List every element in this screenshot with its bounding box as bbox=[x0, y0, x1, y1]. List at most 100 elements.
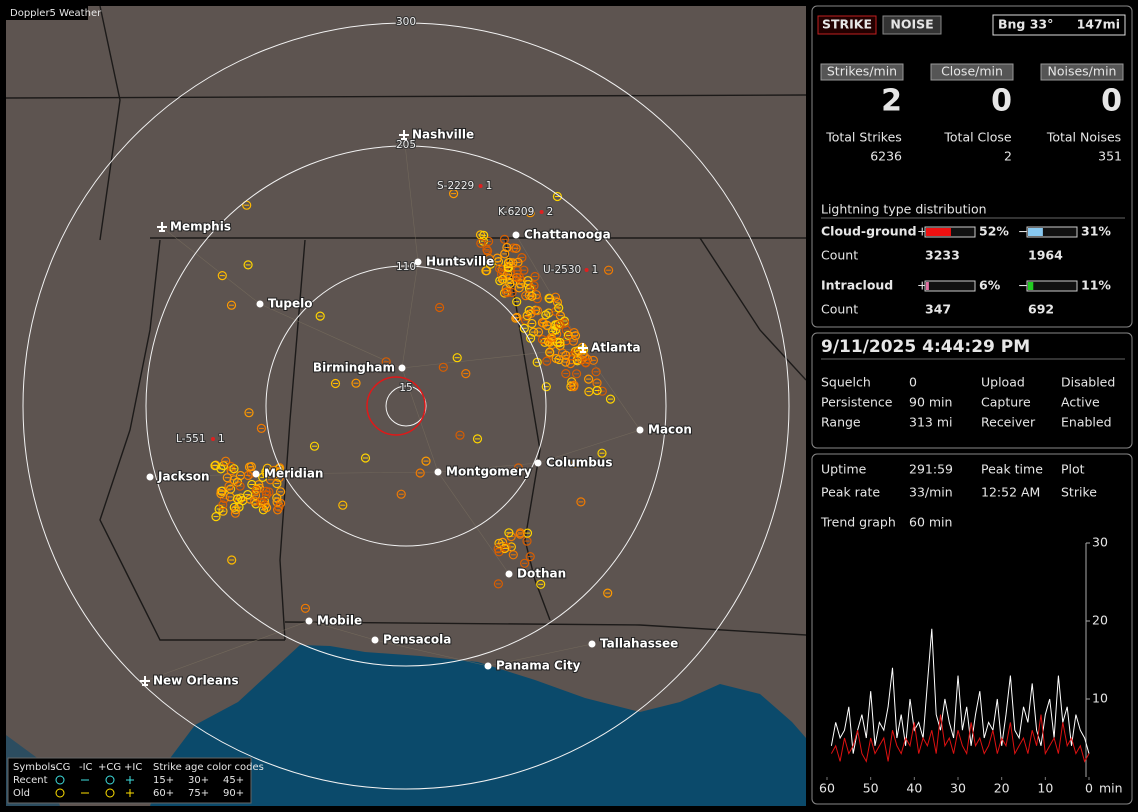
strike-symbol bbox=[555, 319, 565, 330]
airport-icon bbox=[140, 676, 150, 686]
airport-icon bbox=[399, 130, 409, 140]
city-dot bbox=[146, 473, 154, 481]
city-dot bbox=[256, 300, 264, 308]
strike-symbol bbox=[542, 321, 552, 331]
strike-symbol bbox=[484, 254, 494, 264]
strike-symbol bbox=[396, 489, 406, 499]
strike-symbol bbox=[300, 603, 310, 613]
storm-count: 1 bbox=[592, 264, 599, 276]
strike-symbol bbox=[211, 511, 221, 522]
storm-id: L-551 bbox=[176, 433, 206, 445]
strike-symbol bbox=[421, 456, 431, 466]
storm-id: U-2530 bbox=[543, 264, 581, 276]
x-tick-label: 10 bbox=[1037, 781, 1053, 796]
strike-symbol bbox=[527, 318, 537, 329]
legend-symbol bbox=[126, 776, 134, 784]
strike-symbol bbox=[455, 430, 465, 440]
city-dot bbox=[252, 470, 260, 478]
city-label: Huntsville bbox=[426, 255, 494, 269]
strike-symbol bbox=[435, 302, 445, 313]
strike-button[interactable] bbox=[817, 15, 877, 35]
legend-age-title: Strike age color codes bbox=[153, 762, 264, 773]
strike-symbol bbox=[541, 310, 551, 320]
city-dot bbox=[534, 459, 542, 467]
status-item: Capture bbox=[981, 395, 1031, 410]
legend-symbol bbox=[105, 775, 115, 785]
city-label: Chattanooga bbox=[524, 228, 611, 242]
panel-box bbox=[811, 453, 1133, 805]
strike-symbol bbox=[519, 265, 529, 275]
noise-button[interactable] bbox=[882, 15, 942, 35]
city-label: Birmingham bbox=[313, 361, 395, 375]
strike-symbol bbox=[508, 258, 518, 268]
strike-symbol bbox=[235, 481, 245, 491]
legend-age: 90+ bbox=[223, 788, 244, 799]
storm-id: K-6209 bbox=[498, 206, 534, 218]
strike-symbol bbox=[246, 462, 256, 472]
total-value: 2 bbox=[1004, 149, 1012, 164]
strike-symbol bbox=[224, 481, 234, 491]
strike-symbol bbox=[272, 497, 282, 507]
bar bbox=[1028, 228, 1043, 236]
close-range-ring bbox=[366, 376, 426, 436]
status-item: 0 bbox=[909, 375, 917, 390]
status-item: Persistence bbox=[821, 395, 893, 410]
status-item: Squelch bbox=[821, 375, 871, 390]
strike-symbol bbox=[231, 505, 241, 515]
legend-age: 75+ bbox=[188, 788, 209, 799]
strike-symbol bbox=[537, 335, 548, 345]
rate-button[interactable] bbox=[930, 63, 1014, 81]
trend-line bbox=[830, 628, 1090, 754]
panel-box bbox=[811, 332, 1133, 449]
legend-header: -IC bbox=[79, 762, 93, 773]
strike-symbol bbox=[560, 357, 571, 367]
strike-symbol bbox=[511, 313, 521, 323]
city-label: Atlanta bbox=[591, 341, 641, 355]
rate-value: 0 bbox=[1101, 84, 1122, 119]
strike-symbol bbox=[256, 497, 266, 507]
strike-symbol bbox=[561, 369, 571, 379]
city-label: Macon bbox=[648, 423, 692, 437]
percent-label: 6% bbox=[979, 278, 1001, 293]
legend-symbol bbox=[105, 788, 115, 798]
strike-symbol bbox=[250, 496, 260, 506]
strike-symbol bbox=[243, 470, 253, 481]
strike-symbol bbox=[494, 538, 504, 548]
status-item: Upload bbox=[981, 375, 1025, 390]
strike-symbol bbox=[533, 327, 544, 337]
status-item: Active bbox=[1061, 395, 1100, 410]
rate-label: Strikes/min bbox=[827, 64, 897, 79]
status-item: Range bbox=[821, 415, 861, 430]
title-bg bbox=[6, 6, 88, 20]
rate-button[interactable] bbox=[1040, 63, 1124, 81]
rate-button[interactable] bbox=[820, 63, 904, 81]
city-dot bbox=[414, 258, 422, 266]
strike-symbol bbox=[525, 551, 535, 562]
y-tick-label: 10 bbox=[1092, 691, 1108, 706]
strike-symbol bbox=[261, 486, 271, 496]
strike-symbol bbox=[536, 579, 546, 589]
strike-symbol bbox=[476, 238, 486, 248]
strike-symbol bbox=[512, 312, 522, 322]
strike-symbol bbox=[544, 293, 554, 303]
bar bbox=[926, 282, 929, 290]
strike-symbol bbox=[514, 273, 525, 283]
strike-symbol bbox=[542, 356, 552, 366]
strike-symbol bbox=[502, 288, 512, 298]
strike-symbol bbox=[561, 336, 572, 346]
strike-symbol bbox=[218, 500, 228, 510]
city-dot bbox=[305, 617, 313, 625]
strike-symbol bbox=[569, 382, 579, 392]
city-dot bbox=[588, 640, 596, 648]
strike-symbol bbox=[309, 441, 320, 451]
strike-symbol bbox=[530, 271, 540, 282]
x-tick-label: 30 bbox=[950, 781, 966, 796]
city-label: New Orleans bbox=[153, 674, 239, 688]
strike-symbol bbox=[261, 469, 272, 479]
strike-symbol bbox=[529, 281, 539, 291]
strike-symbol bbox=[592, 385, 602, 396]
strike-symbol bbox=[216, 489, 226, 499]
city-label: Meridian bbox=[264, 467, 323, 481]
ring-label: 300 bbox=[396, 16, 416, 28]
